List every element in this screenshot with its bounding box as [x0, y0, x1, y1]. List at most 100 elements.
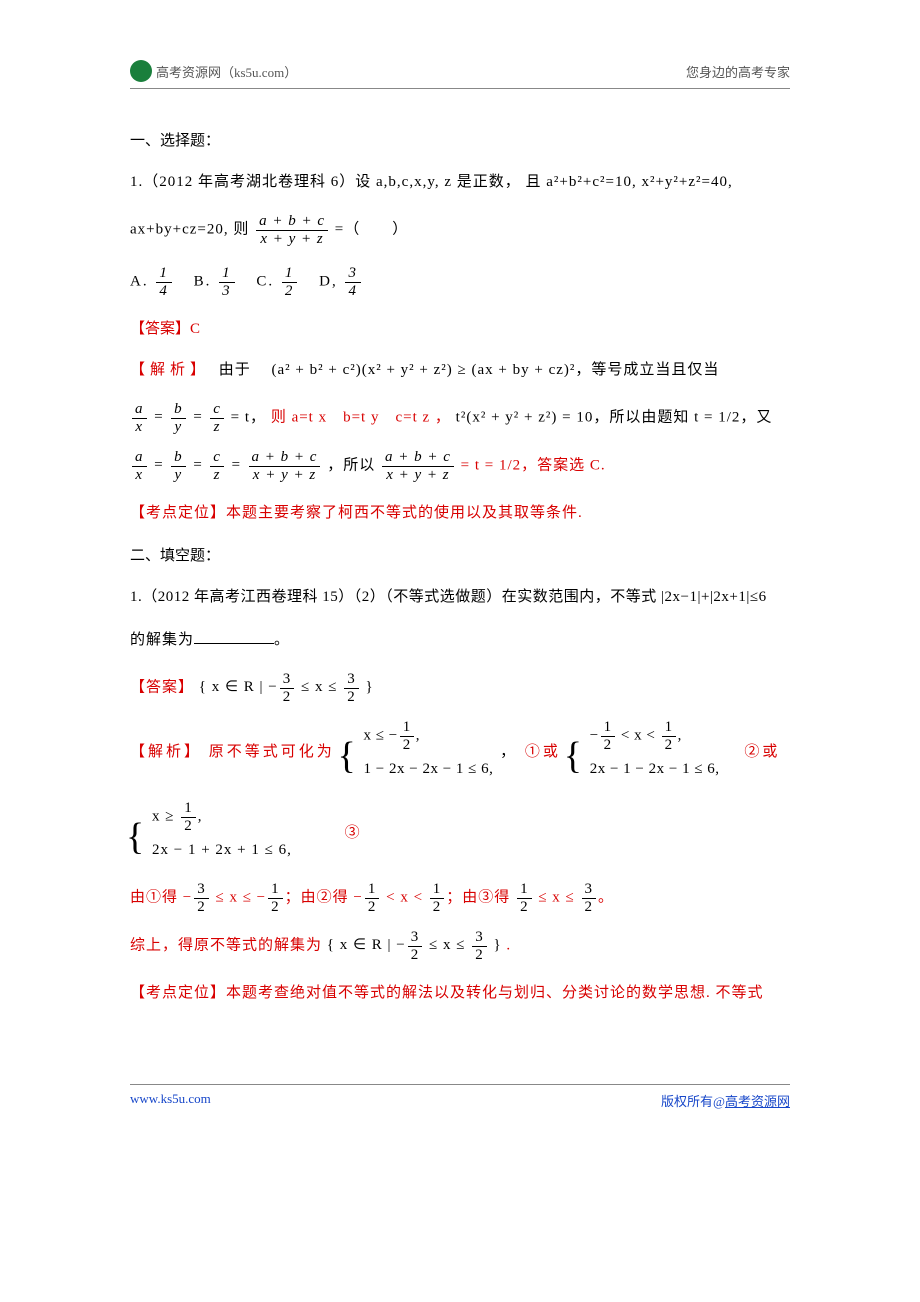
- rl-e: ；由③得: [446, 889, 515, 905]
- opt-d-frac: 3 4: [345, 265, 361, 299]
- header-left: 高考资源网（ks5u.com）: [130, 60, 297, 82]
- f3b-n: b: [171, 449, 186, 467]
- rh1-d: 2: [268, 899, 283, 916]
- footer-url[interactable]: www.ks5u.com: [130, 1091, 211, 1110]
- q1-line2: ax+by+cz=20, 则 a + b + c x + y + z =（ ）: [130, 213, 790, 247]
- sset-mid: ≤ x ≤: [424, 937, 470, 953]
- f3b-d: y: [171, 467, 186, 484]
- q1-options: A. 1 4 B. 1 3 C. 1 2 D, 3 4: [130, 265, 790, 299]
- f3c-d: z: [210, 467, 224, 484]
- frac-by-n: b: [171, 401, 186, 419]
- footer-prefix: 版权所有@: [661, 1094, 725, 1109]
- analysis-3-frac: ax = by = cz = a + b + cx + y + z: [130, 457, 327, 473]
- q1-answer: 【答案】C: [130, 317, 790, 338]
- sset-close: }: [489, 937, 502, 953]
- q2-line1: 1.（2012 年高考江西卷理科 15）（2）（不等式选做题）在实数范围内，不等…: [130, 581, 790, 614]
- rl-d: < x <: [381, 889, 427, 905]
- opt-a-label: A.: [130, 273, 149, 289]
- q2-answer-set: { x ∈ R | −32 ≤ x ≤ 32 }: [199, 679, 374, 695]
- answer-label: 【答案】: [130, 321, 190, 337]
- opt-c-den: 2: [282, 283, 298, 300]
- rh3-d: 2: [430, 899, 445, 916]
- pos-label: 【考点定位】: [130, 505, 226, 521]
- analysis-label: 【解析】: [130, 362, 210, 378]
- q1-analysis-1: 【解析】 由于 (a² + b² + c²)(x² + y² + z²) ≥ (…: [130, 354, 790, 387]
- c2h1-n: 1: [601, 719, 615, 737]
- set-mid: ≤ x ≤: [296, 679, 342, 695]
- rh2-d: 2: [365, 899, 380, 916]
- frac-cz-n: c: [210, 401, 224, 419]
- f3abc2-d: x + y + z: [382, 467, 454, 484]
- q1-analysis-3: ax = by = cz = a + b + cx + y + z ，所以 a …: [130, 449, 790, 483]
- c3h-n: 1: [181, 800, 196, 818]
- conj1b: ①或: [525, 744, 561, 760]
- option-d: D, 3 4: [319, 265, 363, 299]
- analysis-2b: 则 a=t x b=t y c=t z ，: [271, 409, 451, 425]
- c2a: −: [590, 727, 599, 743]
- rh1-n: 1: [268, 881, 283, 899]
- q1-prefix: 1.（2012 年高考湖北卷理科 6）设: [130, 174, 376, 190]
- footer-link[interactable]: 高考资源网: [725, 1094, 790, 1109]
- q2-analysis-2: x ≥ 12, 2x − 1 + 2x + 1 ≤ 6, ③: [130, 800, 790, 867]
- sth-d2: 2: [472, 947, 487, 964]
- case3-bot: 2x − 1 + 2x + 1 ≤ 6,: [140, 834, 292, 867]
- summary-set: { x ∈ R | −32 ≤ x ≤ 32 }: [327, 937, 507, 953]
- frac-ax: ax = by = cz: [130, 409, 231, 425]
- case3-top: x ≥ 12,: [140, 800, 292, 834]
- q1-line2-left: ax+by+cz=20, 则: [130, 221, 249, 237]
- q2-line2: 的解集为 。: [130, 624, 790, 657]
- q2-result: 由①得 −32 ≤ x ≤ −12；由②得 −12 < x < 12；由③得 1…: [130, 881, 790, 915]
- f3a-n: a: [132, 449, 147, 467]
- opt-d-num: 3: [345, 265, 361, 283]
- opt-d-den: 4: [345, 283, 361, 300]
- q2-answer-label: 【答案】: [130, 679, 194, 695]
- case2-bot: 2x − 1 − 2x − 1 ≤ 6,: [578, 753, 720, 786]
- q2-pos: 【考点定位】本题考查绝对值不等式的解法以及转化与划归、分类讨论的数学思想. 不等…: [130, 977, 790, 1010]
- frac-by-d: y: [171, 419, 186, 436]
- q2-line2b: 。: [274, 632, 290, 648]
- q2-analysis-1: 【解析】 原不等式可化为 x ≤ −12, 1 − 2x − 2x − 1 ≤ …: [130, 719, 790, 786]
- spacer: [130, 1024, 790, 1054]
- option-a: A. 1 4: [130, 265, 174, 299]
- th-d1: 2: [280, 689, 295, 706]
- rl-a: 由①得 −: [130, 889, 192, 905]
- q1-pos: 【考点定位】本题主要考察了柯西不等式的使用以及其取等条件.: [130, 497, 790, 530]
- case1-bot: 1 − 2x − 2x − 1 ≤ 6,: [352, 753, 494, 786]
- c1t-a: x ≤ −: [364, 727, 398, 743]
- conj2: ②或: [726, 744, 780, 760]
- c2b: < x <: [617, 727, 660, 743]
- q1-line1: 1.（2012 年高考湖北卷理科 6）设 a,b,c,x,y, z 是正数， 且…: [130, 166, 790, 199]
- answer-value: C: [190, 321, 200, 337]
- c2h2-d: 2: [662, 737, 676, 754]
- rth2-d: 2: [582, 899, 597, 916]
- sth-n1: 3: [408, 929, 423, 947]
- conj1a: ，: [500, 744, 518, 760]
- q1-frac-den: x + y + z: [256, 231, 328, 248]
- opt-a-frac: 1 4: [156, 265, 172, 299]
- sth-n2: 3: [472, 929, 487, 947]
- opt-c-num: 1: [282, 265, 298, 283]
- footer-copyright: 版权所有@高考资源网: [661, 1091, 790, 1110]
- header-tagline: 您身边的高考专家: [686, 62, 790, 81]
- q1-analysis-2: ax = by = cz = t， 则 a=t x b=t y c=t z ， …: [130, 401, 790, 435]
- footer-rule: [130, 1084, 790, 1085]
- q2-answer: 【答案】 { x ∈ R | −32 ≤ x ≤ 32 }: [130, 671, 790, 705]
- rl-g: 。: [598, 889, 614, 905]
- f3c-n: c: [210, 449, 224, 467]
- page: 高考资源网（ks5u.com） 您身边的高考专家 一、选择题： 1.（2012 …: [0, 0, 920, 1302]
- f3abc2-n: a + b + c: [382, 449, 454, 467]
- analysis-3-tail: = t = 1/2，答案选 C.: [461, 457, 606, 473]
- c1h-d: 2: [400, 737, 414, 754]
- f3abc-d: x + y + z: [249, 467, 321, 484]
- q2-line2a: 的解集为: [130, 632, 194, 648]
- opt-c-label: C.: [256, 273, 274, 289]
- analysis-3-frac2: a + b + cx + y + z: [380, 457, 461, 473]
- frac-ax-n: a: [132, 401, 147, 419]
- c1h-n: 1: [400, 719, 414, 737]
- page-footer: www.ks5u.com 版权所有@高考资源网: [130, 1091, 790, 1110]
- rh4-d: 2: [517, 899, 532, 916]
- opt-a-num: 1: [156, 265, 172, 283]
- opt-b-den: 3: [219, 283, 235, 300]
- set-open: { x ∈ R | −: [199, 679, 278, 695]
- sth-d1: 2: [408, 947, 423, 964]
